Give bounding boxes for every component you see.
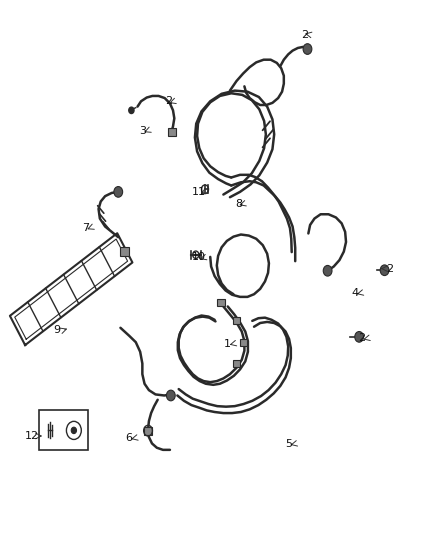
- Text: 8: 8: [235, 199, 242, 208]
- Text: 11: 11: [192, 187, 206, 197]
- Text: 10: 10: [192, 253, 206, 262]
- Circle shape: [166, 390, 175, 401]
- Text: 4: 4: [351, 288, 358, 298]
- Circle shape: [129, 107, 134, 114]
- Text: 2: 2: [386, 264, 393, 273]
- Polygon shape: [144, 426, 152, 435]
- Text: 6: 6: [126, 433, 133, 443]
- Polygon shape: [240, 339, 247, 346]
- Text: 9: 9: [53, 326, 60, 335]
- Polygon shape: [233, 360, 240, 367]
- Text: 7: 7: [82, 223, 89, 232]
- Text: 5: 5: [286, 439, 293, 449]
- Circle shape: [114, 187, 123, 197]
- Polygon shape: [233, 317, 240, 324]
- Text: 2: 2: [301, 30, 308, 39]
- Text: 3: 3: [139, 126, 146, 135]
- Circle shape: [355, 332, 364, 342]
- Text: 2: 2: [358, 334, 365, 343]
- Polygon shape: [168, 128, 176, 136]
- Polygon shape: [120, 247, 129, 256]
- Circle shape: [380, 265, 389, 276]
- Text: 2: 2: [165, 96, 172, 106]
- Circle shape: [303, 44, 312, 54]
- Circle shape: [323, 265, 332, 276]
- Text: 1: 1: [224, 339, 231, 349]
- Text: 12: 12: [25, 431, 39, 441]
- Polygon shape: [217, 300, 225, 306]
- Circle shape: [71, 427, 77, 434]
